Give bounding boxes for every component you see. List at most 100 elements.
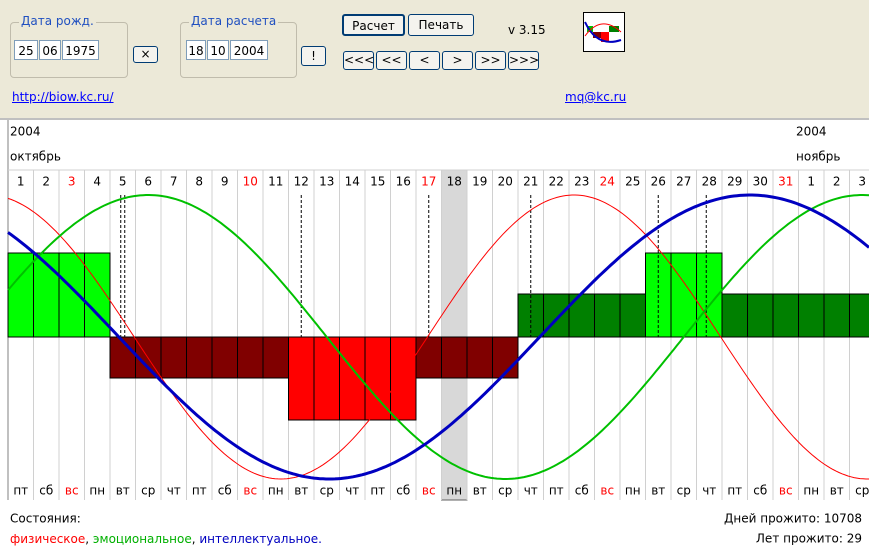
- day-number: 2: [42, 175, 50, 189]
- nav-button[interactable]: <<: [376, 51, 407, 70]
- weekday: сб: [753, 484, 767, 498]
- day-number: 12: [294, 175, 309, 189]
- year-left: 2004: [10, 125, 41, 139]
- legend: физическое, эмоциональное, интеллектуаль…: [10, 532, 322, 546]
- legend-item: эмоциональное: [89, 532, 192, 546]
- state-bar: [747, 293, 774, 338]
- weekday: вс: [600, 484, 614, 498]
- nav-button[interactable]: >>>: [508, 51, 539, 70]
- weekday: пт: [370, 484, 385, 498]
- weekday: ср: [141, 484, 155, 498]
- state-bar: [364, 336, 391, 421]
- weekday: пн: [625, 484, 641, 498]
- legend-title: Состояния:: [10, 512, 81, 526]
- state-bar: [160, 336, 187, 379]
- print-button[interactable]: Печать: [408, 14, 474, 36]
- state-bar: [849, 293, 869, 338]
- weekday: пт: [549, 484, 564, 498]
- weekday: сб: [218, 484, 232, 498]
- calc-group: Дата расчета 18 10 2004: [180, 14, 297, 78]
- day-number: 26: [651, 175, 666, 189]
- birth-legend: Дата рожд.: [19, 14, 96, 28]
- day-number: 1: [17, 175, 25, 189]
- day-number: 17: [421, 175, 436, 189]
- calc-year[interactable]: 2004: [230, 40, 268, 60]
- biorhythm-curve: [7, 194, 869, 480]
- weekday: сб: [575, 484, 589, 498]
- day-number: 16: [396, 175, 411, 189]
- site-link[interactable]: http://biow.kc.ru/: [12, 90, 114, 104]
- weekday: ср: [320, 484, 334, 498]
- weekday: вт: [651, 484, 665, 498]
- weekday: сб: [396, 484, 410, 498]
- weekday: пн: [89, 484, 105, 498]
- nav-button[interactable]: >: [442, 51, 473, 70]
- day-number: 13: [319, 175, 334, 189]
- today-button[interactable]: !: [301, 46, 326, 66]
- day-number: 8: [195, 175, 203, 189]
- state-bar: [798, 293, 825, 338]
- calc-day[interactable]: 18: [186, 40, 206, 60]
- day-number: 19: [472, 175, 487, 189]
- state-bar: [313, 336, 340, 421]
- year-right: 2004: [796, 125, 827, 139]
- day-number: 29: [727, 175, 742, 189]
- state-bar: [772, 293, 799, 338]
- weekday: вт: [116, 484, 130, 498]
- day-number: 30: [753, 175, 768, 189]
- legend-item: ,: [192, 532, 196, 546]
- birth-month[interactable]: 06: [39, 40, 61, 60]
- legend-item: интеллектуальное.: [196, 532, 322, 546]
- state-bar: [186, 336, 213, 379]
- day-number: 14: [345, 175, 360, 189]
- month-left: октябрь: [10, 150, 61, 164]
- biorhythm-curve: [7, 193, 869, 481]
- day-number: 24: [600, 175, 615, 189]
- day-number: 3: [858, 175, 866, 189]
- weekday: вс: [65, 484, 79, 498]
- state-bar: [823, 293, 850, 338]
- weekday: чт: [702, 484, 716, 498]
- weekday: вт: [830, 484, 844, 498]
- app-icon: [583, 12, 625, 52]
- version: v 3.15: [508, 23, 546, 37]
- weekday: вс: [243, 484, 257, 498]
- day-number: 25: [625, 175, 640, 189]
- mail-link[interactable]: mq@kc.ru: [565, 90, 627, 104]
- state-bar: [466, 336, 493, 379]
- state-bar: [619, 293, 646, 338]
- legend-item: физическое: [10, 532, 85, 546]
- day-number: 15: [370, 175, 385, 189]
- state-bar: [262, 336, 289, 379]
- weekday: пн: [268, 484, 284, 498]
- birth-day[interactable]: 25: [14, 40, 38, 60]
- month-right: ноябрь: [796, 150, 841, 164]
- nav-button[interactable]: <: [409, 51, 440, 70]
- day-number: 20: [498, 175, 513, 189]
- day-number: 7: [170, 175, 178, 189]
- nav-button[interactable]: >>: [475, 51, 506, 70]
- calc-button[interactable]: Расчет: [342, 14, 405, 36]
- clear-button[interactable]: ×: [133, 46, 158, 63]
- day-number: 22: [549, 175, 564, 189]
- weekday: вт: [473, 484, 487, 498]
- state-bar: [390, 336, 417, 421]
- biorhythm-curve: [7, 194, 869, 480]
- weekday: ср: [677, 484, 691, 498]
- day-number: 28: [702, 175, 717, 189]
- nav-button[interactable]: <<<: [343, 51, 374, 70]
- day-number: 11: [268, 175, 283, 189]
- day-number: 3: [68, 175, 76, 189]
- calc-month[interactable]: 10: [207, 40, 229, 60]
- weekday: вс: [779, 484, 793, 498]
- day-number: 4: [93, 175, 101, 189]
- state-bar: [721, 293, 748, 338]
- day-number: 2: [833, 175, 841, 189]
- day-number: 1: [807, 175, 815, 189]
- birth-year[interactable]: 1975: [62, 40, 99, 60]
- weekday: ср: [498, 484, 512, 498]
- state-bar: [441, 336, 468, 379]
- selected-day: [441, 169, 468, 501]
- day-number: 31: [778, 175, 793, 189]
- weekday: вт: [294, 484, 308, 498]
